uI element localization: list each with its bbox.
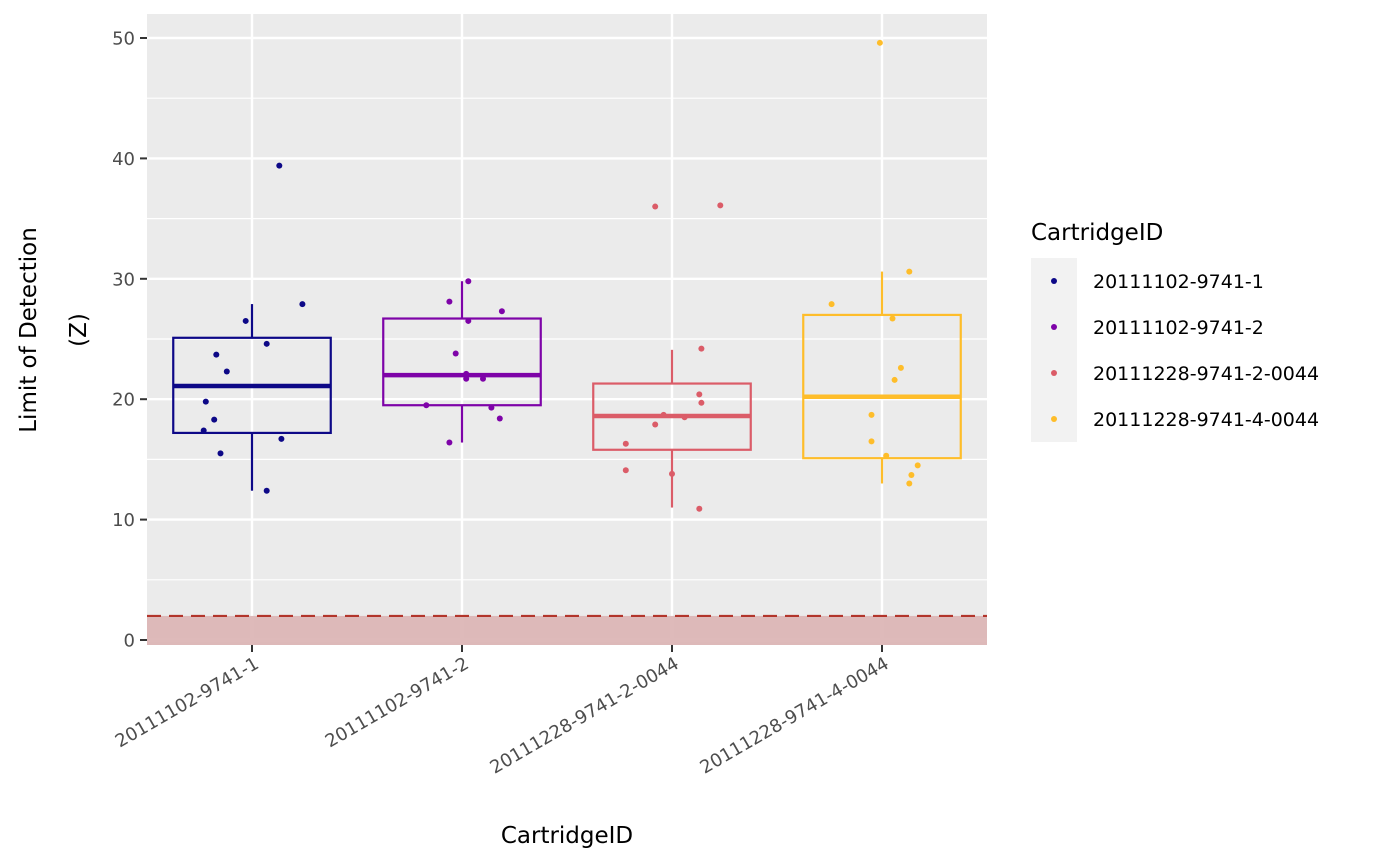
data-point (889, 315, 896, 322)
x-tick-label: 20111102-9741-1 (112, 653, 263, 752)
data-point (211, 416, 218, 423)
data-point (202, 398, 209, 405)
data-point (696, 505, 703, 512)
y-tick-label: 10 (112, 510, 135, 531)
data-point (263, 340, 270, 347)
box-iqr (802, 313, 962, 460)
data-point (200, 427, 207, 434)
data-point (876, 39, 883, 46)
series-4 (802, 39, 962, 487)
data-point (446, 298, 453, 305)
data-point (276, 162, 283, 169)
y-axis-title-line-2: (Z) (66, 313, 92, 347)
threshold-band (147, 615, 987, 645)
legend-label: 20111228-9741-4-0044 (1093, 409, 1319, 431)
data-point (698, 399, 705, 406)
data-point (217, 450, 224, 457)
legend-label: 20111102-9741-2 (1093, 317, 1264, 339)
box-iqr (382, 317, 542, 407)
y-tick-label: 40 (112, 149, 135, 170)
data-point (652, 203, 659, 210)
y-tick-label: 30 (112, 269, 135, 290)
y-axis: 0 10 20 30 40 50 (112, 29, 147, 652)
data-point (828, 301, 835, 308)
legend-key (1051, 278, 1057, 284)
data-point (622, 440, 629, 447)
data-point (669, 470, 675, 477)
data-point (242, 317, 249, 324)
legend: CartridgeID 20111102-9741-1 20111102-9741… (1031, 220, 1319, 442)
data-point (696, 391, 703, 398)
data-point (698, 345, 705, 352)
y-axis-title-line-1: Limit of Detection (16, 227, 42, 433)
y-tick-label: 50 (112, 29, 135, 50)
data-point (452, 350, 459, 357)
data-point (496, 415, 503, 422)
data-point (660, 411, 667, 418)
data-point (891, 376, 898, 383)
data-point (465, 278, 472, 285)
y-tick-label: 0 (124, 631, 135, 652)
data-point (423, 402, 430, 409)
data-point (278, 435, 285, 442)
data-point (883, 452, 890, 459)
data-point (463, 370, 470, 377)
data-point (223, 368, 230, 375)
data-point (914, 462, 921, 469)
legend-key (1051, 370, 1057, 376)
x-axis: 20111102-9741-1 20111102-9741-2 20111228-9… (112, 645, 893, 778)
legend-label: 20111102-9741-1 (1093, 271, 1264, 293)
data-point (463, 375, 470, 382)
data-point (908, 472, 915, 479)
data-point (868, 438, 875, 445)
x-tick-label: 20111228-9741-2-0044 (487, 653, 683, 778)
data-point (622, 467, 629, 474)
threshold-band-layer (147, 614, 987, 645)
legend-key (1051, 416, 1057, 422)
x-tick-label: 20111102-9741-2 (322, 653, 473, 752)
series-3 (592, 202, 752, 512)
data-point (498, 308, 505, 315)
plot-panel (147, 14, 987, 645)
data-point (906, 268, 913, 275)
data-point (897, 364, 904, 371)
data-point (299, 301, 306, 308)
data-point (681, 414, 688, 421)
x-tick-label: 20111228-9741-4-0044 (697, 653, 893, 778)
data-point (488, 404, 495, 411)
data-point (446, 439, 453, 446)
x-axis-title: CartridgeID (501, 823, 633, 849)
data-point (465, 317, 472, 324)
data-point (480, 375, 486, 382)
data-point (868, 411, 875, 418)
series-1 (172, 162, 332, 494)
series-2 (382, 278, 542, 446)
legend-key-background (1031, 258, 1077, 442)
y-tick-label: 20 (112, 390, 135, 411)
data-point (213, 351, 220, 358)
data-point (263, 487, 270, 494)
legend-key (1051, 324, 1057, 330)
legend-label: 20111228-9741-2-0044 (1093, 363, 1319, 385)
data-point (717, 202, 724, 209)
series-layer (172, 39, 962, 512)
data-point (906, 480, 913, 487)
legend-title: CartridgeID (1031, 220, 1163, 246)
data-point (652, 421, 659, 428)
